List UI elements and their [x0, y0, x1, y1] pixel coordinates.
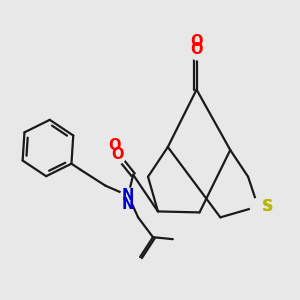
Text: O: O — [111, 148, 124, 163]
Text: O: O — [109, 139, 121, 154]
Text: O: O — [190, 42, 203, 57]
Text: N: N — [122, 197, 134, 212]
Text: N: N — [122, 188, 134, 203]
Text: S: S — [263, 199, 274, 214]
Text: O: O — [190, 34, 203, 49]
Text: S: S — [262, 199, 273, 214]
